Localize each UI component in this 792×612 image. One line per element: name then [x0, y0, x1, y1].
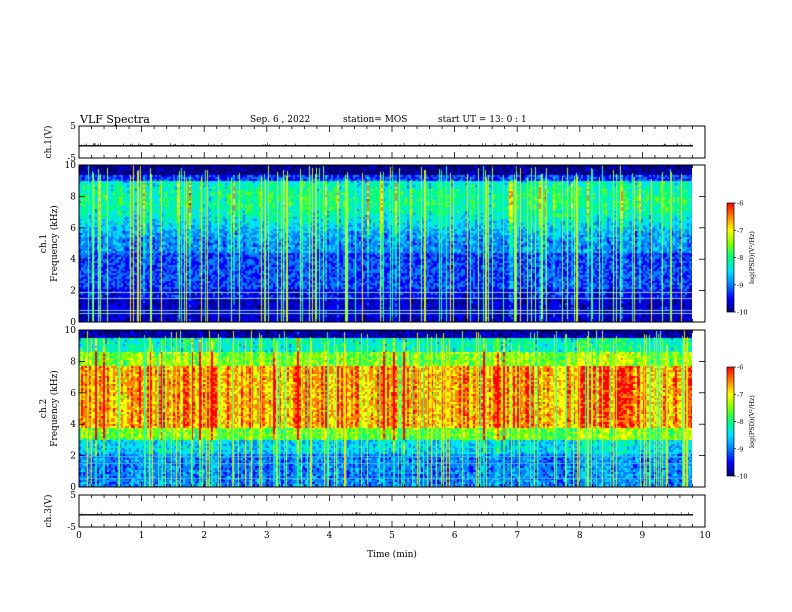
x-tick-label: 2 [201, 531, 207, 541]
y-tick-label: 0 [70, 318, 76, 328]
y-tick-label: 10 [65, 161, 77, 171]
x-tick-label: 0 [76, 531, 82, 541]
x-tick-label: 8 [577, 531, 583, 541]
x-tick-label: 6 [452, 531, 458, 541]
chart-title: VLF Spectra [80, 113, 150, 126]
x-axis-label: Time (min) [367, 549, 417, 560]
x-tick-label: 10 [699, 531, 711, 541]
x-tick-label: 9 [640, 531, 646, 541]
colorbar-tick-label: -7 [737, 227, 743, 235]
y-tick-label: 4 [70, 255, 76, 265]
colorbar-label: log(PSD)(V²/Hz) [748, 231, 756, 284]
ch1-spectrogram: 0 2 4 6 8 10 ch.1 Frequency (kHz) -6 -7 -8 -9 -10 log… [39, 161, 756, 328]
colorbar-tick-label: -10 [737, 473, 747, 481]
colorbar-tick-label: -8 [737, 254, 743, 262]
y-tick-label: 5 [70, 491, 76, 501]
ch2-spectrogram: 0 2 4 6 8 10 ch.2 Frequency (kHz) -6 -7 -8 -9 -10 log… [39, 326, 756, 493]
colorbar-tick-label: -9 [737, 281, 743, 289]
colorbar-label: log(PSD)(V²/Hz) [748, 395, 756, 448]
colorbar: -6 -7 -8 -9 -10 log(PSD)(V²/Hz) [726, 364, 756, 481]
x-tick-label: 5 [389, 531, 395, 541]
y-tick-label: 6 [70, 224, 76, 234]
y-tick-label: 2 [70, 452, 76, 462]
ch1-voltage: 5 -5 ch.1(V) [43, 122, 706, 164]
colorbar-tick-label: -7 [737, 391, 743, 399]
y-axis-label: Frequency (kHz) [49, 370, 60, 447]
colorbar-tick-label: -9 [737, 445, 743, 453]
colorbar-tick-label: -8 [737, 418, 743, 426]
date-label: Sep. 6 , 2022 [250, 115, 311, 125]
y-axis-label: ch.1 [39, 234, 49, 253]
y-tick-label: 10 [65, 326, 77, 336]
x-tick-label: 1 [139, 531, 145, 541]
x-tick-label: 7 [514, 531, 520, 541]
colorbar-tick-label: -6 [737, 200, 743, 208]
y-tick-label: 4 [70, 420, 76, 430]
ch3-voltage: 0 1 2 3 4 5 6 7 8 9 10 5 -5 ch.3(V) [43, 491, 711, 541]
colorbar: -6 -7 -8 -9 -10 log(PSD)(V²/Hz) [726, 200, 756, 317]
y-tick-label: 6 [70, 389, 76, 399]
station-label: station= MOS [343, 115, 408, 125]
x-tick-label: 4 [327, 531, 333, 541]
y-axis-label: Frequency (kHz) [49, 205, 60, 282]
y-tick-label: 5 [70, 122, 76, 132]
x-tick-label: 3 [264, 531, 270, 541]
y-tick-label: 2 [70, 287, 76, 297]
spectrogram-image [79, 330, 692, 487]
y-axis-label: ch.2 [39, 399, 49, 418]
y-tick-label: 8 [70, 357, 76, 367]
y-tick-label: -5 [67, 523, 76, 533]
spectrogram-image [79, 165, 692, 322]
y-tick-label: 0 [70, 483, 76, 493]
colorbar-tick-label: -6 [737, 364, 743, 372]
y-tick-label: 8 [70, 192, 76, 202]
y-axis-label: ch.1(V) [43, 126, 54, 159]
y-tick-label: -5 [67, 154, 76, 164]
y-axis-label: ch.3(V) [43, 495, 54, 528]
colorbar-tick-label: -10 [737, 309, 747, 317]
start-time-label: start UT = 13: 0 : 1 [438, 115, 527, 125]
